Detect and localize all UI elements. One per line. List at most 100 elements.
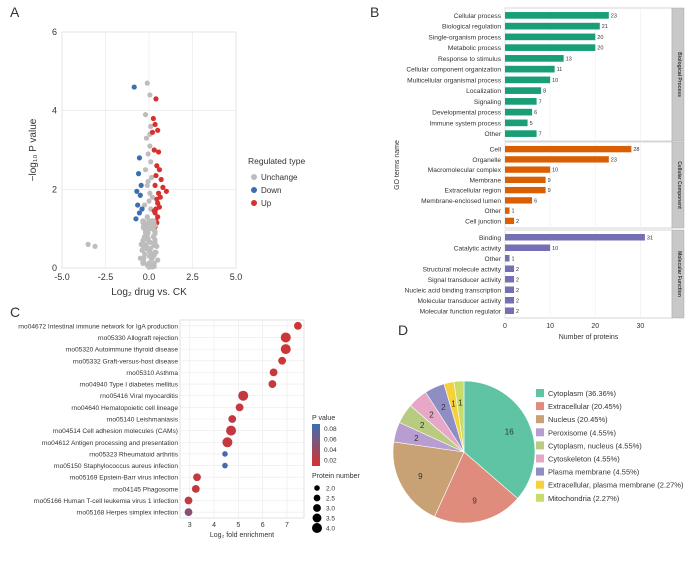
- y-tick-label: 2: [52, 184, 57, 194]
- data-point-up: [155, 200, 161, 206]
- y-tick-label: 0: [52, 263, 57, 273]
- y-axis-label: −log₁₀ P value: [28, 118, 39, 181]
- data-point-unchange: [152, 228, 158, 234]
- x-tick-label: 6: [261, 522, 265, 529]
- size-legend-title: Protein number: [312, 473, 361, 480]
- legend-label: Cytoplasm, nucleus (4.55%): [548, 441, 642, 450]
- legend-swatch: [251, 200, 257, 206]
- data-point-down: [134, 188, 140, 194]
- data-point-unchange: [152, 239, 158, 245]
- data-point-unchange: [149, 194, 156, 200]
- bar: [505, 186, 546, 194]
- bar-value-label: 2: [516, 288, 519, 294]
- data-point-up: [149, 129, 156, 135]
- data-point-up: [156, 167, 163, 173]
- bubble: [269, 368, 278, 377]
- bar: [505, 166, 551, 173]
- data-point-unchange: [147, 143, 153, 149]
- legend-swatch: [251, 174, 257, 180]
- size-legend-swatch: [313, 504, 321, 512]
- slice-value-label: 9: [418, 472, 423, 481]
- bar: [505, 76, 551, 84]
- data-point-up: [155, 149, 162, 155]
- category-label: Immune system process: [430, 120, 502, 127]
- data-point-unchange: [144, 182, 150, 188]
- legend-label: Down: [261, 186, 281, 195]
- color-legend-tick: 0.04: [324, 447, 337, 454]
- category-label: rno04145 Phagosome: [113, 486, 178, 493]
- data-point-unchange: [143, 225, 149, 231]
- slice-value-label: 2: [441, 403, 446, 412]
- data-point-down: [136, 155, 143, 161]
- data-point-up: [155, 127, 161, 133]
- category-label: Organelle: [472, 157, 501, 164]
- x-tick-label: 3: [188, 522, 192, 529]
- slice-value-label: 9: [472, 497, 477, 506]
- pie-slice: [434, 451, 519, 524]
- color-legend-bar: [312, 424, 320, 466]
- facet-panel: [504, 141, 673, 229]
- pie-slice: [392, 441, 465, 517]
- facet-strip: [671, 141, 685, 229]
- legend-swatch: [536, 402, 544, 411]
- bar: [505, 145, 632, 153]
- category-label: rno05310 Asthma: [126, 370, 178, 377]
- data-point-unchange: [151, 252, 157, 258]
- color-legend-tick: 0.08: [324, 426, 337, 433]
- category-label: Multicellular organismal process: [407, 77, 502, 84]
- data-point-down: [133, 216, 139, 222]
- bar-value-label: 2: [516, 277, 519, 283]
- data-point-down: [135, 171, 142, 177]
- category-label: Response to stimulus: [438, 56, 502, 63]
- bar: [505, 130, 537, 137]
- data-point-up: [152, 210, 158, 216]
- bubble: [193, 473, 201, 482]
- bar: [505, 233, 645, 241]
- category-label: rno04612 Antigen processing and presenta…: [42, 440, 179, 447]
- x-axis-label: Log₂ drug vs. CK: [111, 287, 187, 298]
- legend-label: Mitochondria (2.27%): [548, 494, 620, 503]
- category-label: rno04672 Intestinal immune network for I…: [18, 323, 178, 330]
- bar-value-label: 11: [557, 67, 563, 73]
- category-label: rno05150 Staphylococcus aureus infection: [54, 463, 179, 470]
- category-label: Other: [485, 208, 502, 215]
- bar-value-label: 2: [516, 309, 519, 315]
- x-tick-label: 10: [546, 323, 554, 330]
- pie-slice: [463, 380, 536, 499]
- data-point-unchange: [148, 159, 154, 165]
- slice-value-label: 2: [420, 421, 425, 430]
- data-point-unchange: [144, 214, 150, 220]
- size-legend-swatch: [312, 523, 322, 533]
- bar-value-label: 20: [597, 46, 603, 52]
- data-point-unchange: [140, 260, 146, 267]
- panel-b-label: B: [370, 4, 379, 20]
- data-point-up: [152, 182, 158, 188]
- category-label: Catalytic activity: [454, 245, 502, 252]
- category-label: Membrane-enclosed lumen: [421, 198, 501, 205]
- legend-label: Peroxisome (4.55%): [548, 428, 616, 437]
- bar: [505, 55, 564, 62]
- category-label: Other: [485, 131, 502, 138]
- data-point-unchange: [145, 178, 151, 185]
- category-label: Nucleic acid binding transcription: [405, 287, 502, 294]
- category-label: rno04514 Cell adhesion molecules (CAMs): [53, 428, 178, 435]
- bubble: [191, 484, 200, 493]
- data-point-unchange: [147, 250, 153, 256]
- kegg-bubble-chart: 3 4 5 6 7 rno04672 Intestinal immune network …: [18, 319, 361, 539]
- bar-value-label: 23: [611, 13, 617, 19]
- bar: [505, 244, 551, 252]
- category-label: Extracellular region: [445, 188, 502, 195]
- data-point-up: [154, 163, 160, 169]
- bar-value-label: 21: [602, 24, 608, 30]
- bubble: [238, 390, 249, 401]
- data-point-unchange: [149, 174, 155, 181]
- slice-value-label: 1: [458, 398, 463, 407]
- facet-strip: [671, 7, 685, 142]
- bar-value-label: 9: [548, 178, 551, 184]
- bar-value-label: 7: [539, 99, 542, 105]
- bar: [505, 33, 596, 41]
- x-tick-label: 5.0: [230, 272, 243, 282]
- x-tick-label: 5: [236, 522, 240, 529]
- data-point-unchange: [142, 251, 148, 257]
- bar: [505, 108, 533, 116]
